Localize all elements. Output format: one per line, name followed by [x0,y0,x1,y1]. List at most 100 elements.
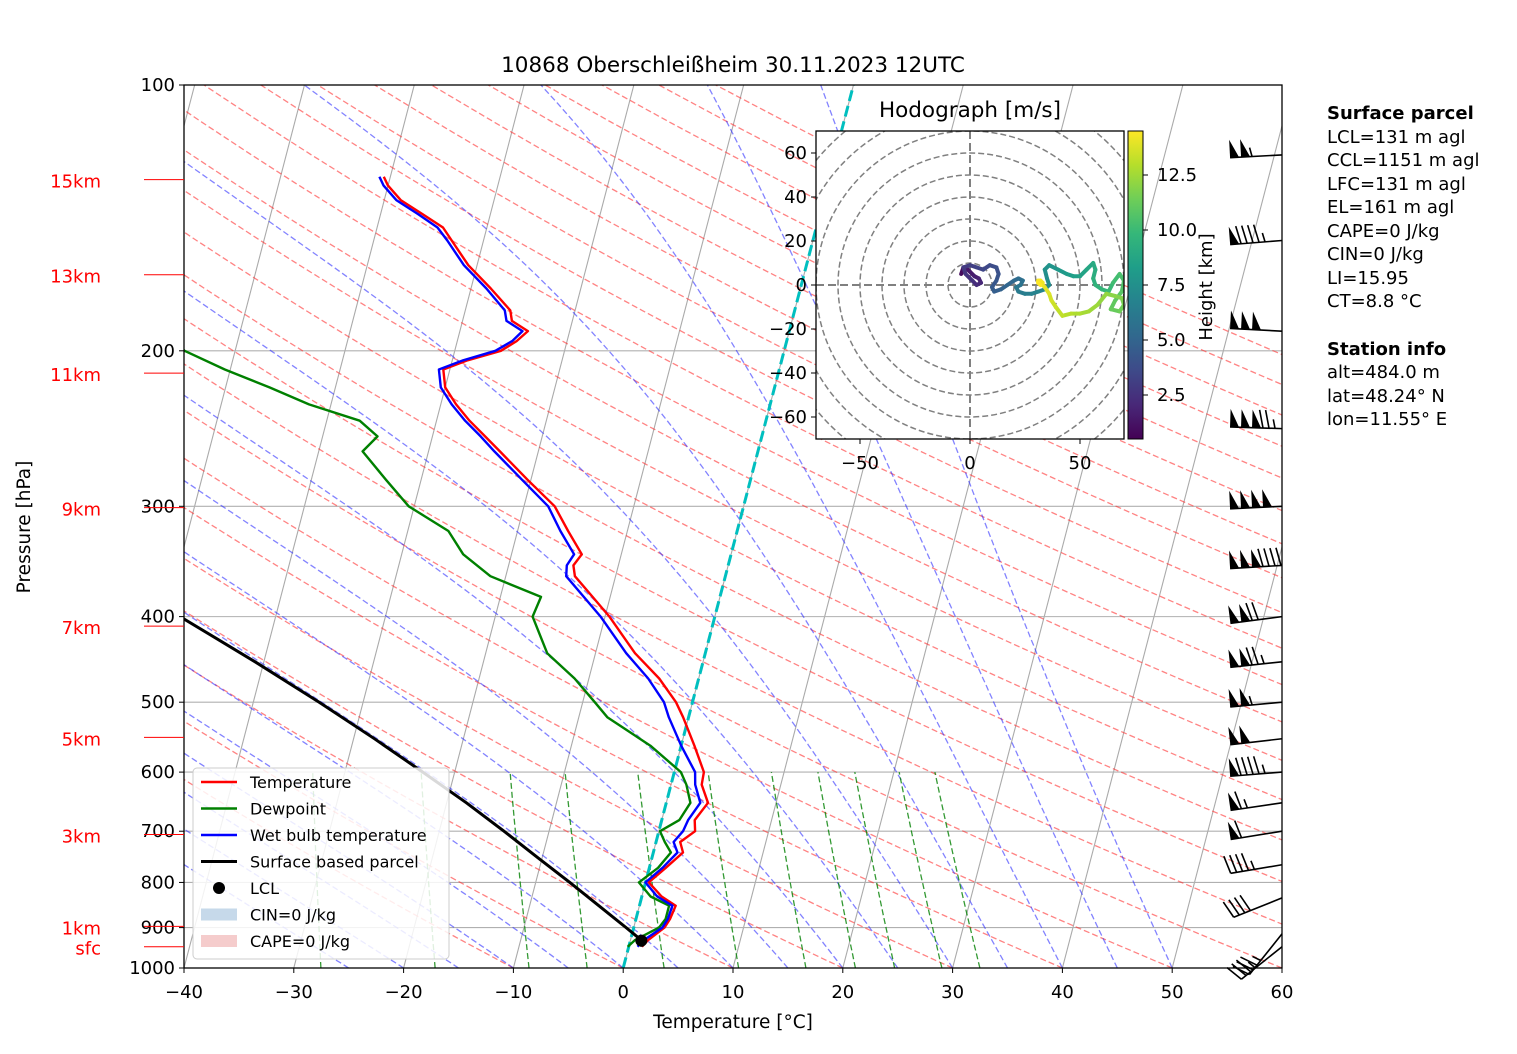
series-temperature [382,176,710,948]
x-tick-label: 0 [617,982,628,1003]
isotherm-line [952,85,1184,968]
x-tick-label: 60 [1271,982,1294,1003]
mixing-ratio-line [898,771,943,968]
height-label: 5km [62,729,101,750]
hodograph: −50 0 50 60 40 20 0 −20 −40 −60 2.5 5.0 7.5 10.0 12.5 [769,130,1197,474]
wind-barb [1228,224,1283,246]
legend-swatch [213,882,225,894]
chart-title: 10868 Oberschleißheim 30.11.2023 12UTC [501,53,965,78]
wind-barb [1228,602,1283,625]
mixing-ratio-line [707,772,740,968]
x-tick-label: −20 [385,982,423,1003]
dry-adiabat [184,409,1282,968]
mixing-ratio-line [854,771,896,968]
lcl-marker [635,934,648,947]
hodograph-ring [837,152,1103,418]
legend-label: CAPE=0 J/kg [250,932,350,951]
y-tick-label: 800 [141,872,175,893]
y-tick-label: 100 [141,75,175,96]
x-axis-label: Temperature [°C] [652,1012,813,1033]
moist-adiabat [184,551,734,968]
hodograph-segment [1095,291,1109,307]
dry-adiabat [184,231,1282,801]
dry-adiabat [184,363,1282,925]
colorbar-tick-label: 2.5 [1157,385,1186,406]
hodograph-x-tick-label: 0 [964,453,975,474]
surface-line: LI=15.95 [1327,267,1409,289]
legend-label: Wet bulb temperature [250,826,427,845]
surface-line: CAPE=0 J/kg [1327,220,1440,242]
isotherm-line [1061,123,1282,968]
height-label: 15km [50,172,101,193]
wind-barb [1228,687,1283,708]
y-tick-label: 900 [141,918,175,939]
mixing-ratio-line [637,772,665,968]
background-lines [184,85,1282,968]
dry-adiabat [184,720,624,968]
isotherm-line [1171,544,1282,968]
legend: Temperature Dewpoint Wet bulb temperature S… [192,767,450,960]
height-label: sfc [75,939,101,960]
surface-line: CIN=0 J/kg [1327,244,1424,265]
colorbar-tick-label: 5.0 [1157,330,1186,351]
hodograph-title: Hodograph [m/s] [879,98,1061,123]
moist-adiabat [706,85,1118,968]
hodograph-y-tick-label: 0 [796,275,807,296]
wind-barb [1229,139,1283,159]
dry-adiabat [184,506,1063,968]
hodograph-y-tick-label: −20 [769,319,807,340]
moist-adiabat [540,85,1063,968]
station-line: lat=48.24° N [1327,385,1445,407]
wind-barb [1223,852,1283,875]
hodograph-y-tick-label: 60 [784,143,807,164]
surface-line: CCL=1151 m agl [1327,150,1480,171]
colorbar-tick-label: 12.5 [1157,165,1197,186]
dry-adiabat [184,664,734,968]
y-tick-label: 300 [141,496,175,517]
y-tick-label: 400 [141,607,175,628]
mixing-ratio-line [564,772,588,968]
series-dewpoint [184,348,692,948]
station-line: lon=11.55° E [1327,409,1448,430]
wind-barb [1227,820,1283,841]
x-tick-label: 30 [941,982,964,1003]
hodograph-y-tick-label: 20 [784,231,807,252]
isotherm-line [512,85,745,968]
surface-line: LFC=131 m agl [1327,173,1466,195]
wind-barb [1229,547,1283,570]
isotherm-line [184,85,305,550]
y-tick-label: 700 [141,821,175,842]
mixing-ratio-line [509,772,530,968]
x-tick-label: −10 [494,982,532,1003]
y-tick-label: 600 [141,762,175,783]
dry-adiabat [184,274,1282,841]
hodograph-y-tick-label: 40 [784,187,807,208]
moist-adiabat [184,663,624,968]
y-tick-label: 200 [141,341,175,362]
y-axis-label: Pressure [hPa] [14,461,35,594]
mixing-ratio-line [770,771,807,968]
colorbar-tick-label: 10.0 [1157,220,1197,241]
mixing-ratio-line [817,771,857,968]
height-label: 13km [50,267,101,288]
series-wet-bulb-temperature [378,176,702,948]
dry-adiabat [487,85,1282,479]
moist-adiabat [303,85,1009,968]
moist-adiabat [184,290,899,968]
height-label: 9km [62,500,101,521]
wind-barbs [1222,139,1283,980]
surface-line: EL=161 m agl [1327,197,1455,218]
height-label: 1km [62,918,101,939]
legend-swatch [201,908,237,921]
info-panel: Surface parcel LCL=131 m agl CCL=1151 m … [1327,102,1480,432]
zero-isotherm [621,85,855,968]
dry-adiabat [184,149,1282,723]
wind-barb [1227,791,1283,812]
legend-label: CIN=0 J/kg [250,906,336,925]
station-info-header: Station info [1327,338,1447,360]
x-tick-label: 10 [722,982,745,1003]
legend-label: Surface based parcel [250,853,419,872]
legend-label: Temperature [249,773,351,792]
x-tick-label: −30 [275,982,313,1003]
